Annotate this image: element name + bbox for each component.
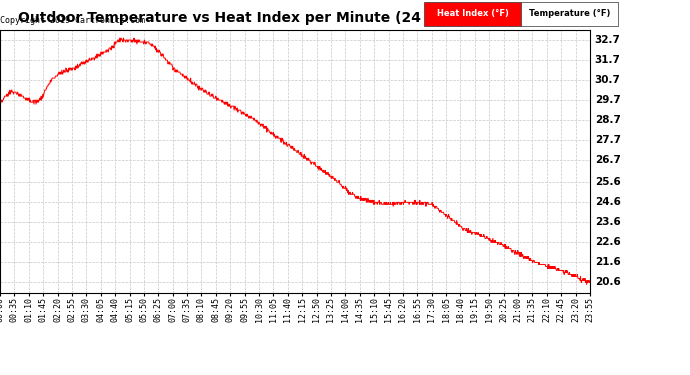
Text: 26.7: 26.7 (595, 155, 621, 165)
Text: 28.7: 28.7 (595, 115, 621, 125)
Text: 21.6: 21.6 (595, 258, 620, 267)
Text: 29.7: 29.7 (595, 95, 620, 105)
Text: 20.6: 20.6 (595, 278, 620, 288)
Text: 30.7: 30.7 (595, 75, 621, 85)
Text: 31.7: 31.7 (595, 55, 621, 65)
Text: 25.6: 25.6 (595, 177, 620, 187)
Text: 32.7: 32.7 (595, 35, 621, 45)
Text: Copyright 2019 Cartronics.com: Copyright 2019 Cartronics.com (0, 16, 145, 25)
Text: 23.6: 23.6 (595, 217, 620, 227)
Text: Temperature (°F): Temperature (°F) (529, 9, 610, 18)
Text: 27.7: 27.7 (595, 135, 621, 145)
Text: Heat Index (°F): Heat Index (°F) (437, 9, 509, 18)
Text: Outdoor Temperature vs Heat Index per Minute (24 Hours) 20191214: Outdoor Temperature vs Heat Index per Mi… (18, 11, 562, 25)
Text: 22.6: 22.6 (595, 237, 620, 248)
Text: 24.6: 24.6 (595, 197, 621, 207)
